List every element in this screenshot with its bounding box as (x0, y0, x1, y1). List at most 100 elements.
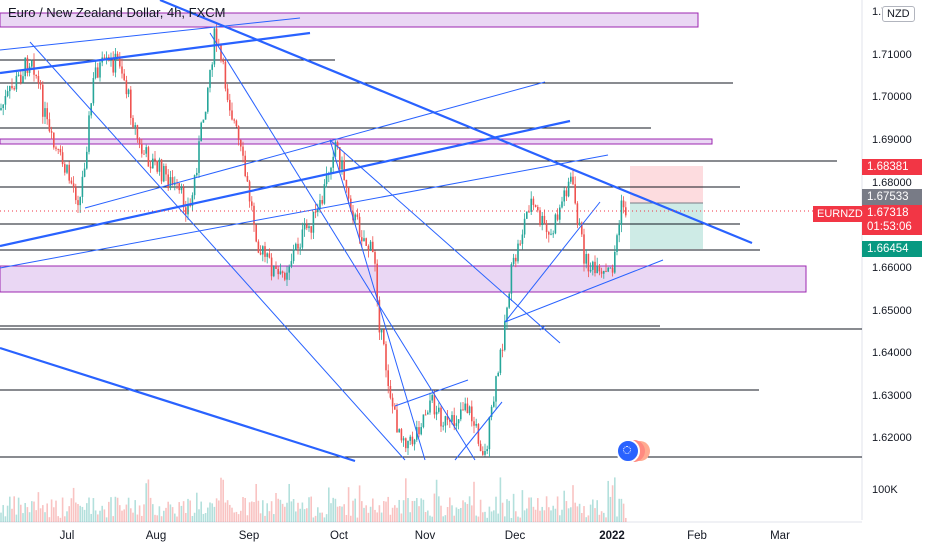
volume-bar (237, 514, 240, 522)
candle-body (330, 167, 332, 174)
trendlines[interactable] (0, 0, 753, 463)
candle-body (79, 196, 81, 206)
volume-bar (112, 516, 114, 522)
volume-bar (64, 516, 66, 522)
time-label: 2022 (599, 530, 625, 542)
volume-bar (583, 506, 585, 522)
volume-bar (389, 514, 392, 522)
volume-bar (457, 508, 460, 522)
symbol-tag: EURNZD (813, 206, 867, 222)
volume-bar (361, 501, 363, 522)
time-label: Nov (414, 530, 436, 542)
time-label: Jul (59, 530, 75, 542)
candle-body (310, 226, 312, 233)
economic-events-icon[interactable] (616, 439, 640, 463)
volume-bar (563, 490, 565, 522)
volume-bar (59, 517, 62, 522)
candle-body (578, 222, 581, 226)
candle-body (385, 344, 387, 371)
candle-body (473, 421, 475, 426)
volume-bar (341, 506, 343, 522)
volume-bar (570, 507, 572, 522)
volume-bar (413, 500, 416, 522)
volume-bar (559, 515, 561, 522)
support-zone[interactable] (0, 265, 807, 293)
volume-bar (479, 499, 482, 522)
candle-body (440, 407, 442, 427)
candle-body (222, 60, 224, 62)
candle-body (83, 168, 86, 177)
candle-body (611, 267, 614, 273)
candle-body (462, 409, 464, 411)
volume-bar (44, 512, 46, 522)
volume-bar (204, 513, 207, 522)
candle-body (438, 407, 440, 412)
candle-body (367, 245, 370, 250)
volume-bar (145, 483, 147, 522)
volume-bar (530, 497, 532, 522)
candle-body (299, 247, 301, 249)
candle-body (528, 211, 530, 213)
volume-bar (376, 512, 378, 522)
candle-body (211, 64, 213, 70)
candle-body (319, 200, 321, 209)
volume-bar (202, 513, 205, 522)
candle-body (356, 214, 359, 217)
horizontal-levels[interactable] (0, 59, 862, 458)
candle-body (9, 86, 11, 92)
current-price-tag: 1.67318 (862, 205, 922, 221)
volume-bar (121, 510, 123, 522)
candle-body (226, 88, 229, 100)
resistance-zone-mid[interactable] (0, 138, 713, 145)
volume-bar (528, 497, 530, 522)
volume-bar (72, 487, 75, 522)
candle-body (321, 200, 323, 204)
volume-bar (138, 505, 141, 522)
volume-bar (257, 500, 260, 522)
candle-body (13, 88, 15, 90)
candle-body (251, 201, 253, 206)
volume-bar (431, 516, 433, 522)
volume-bar (482, 512, 484, 522)
candle-body (563, 190, 565, 202)
candle-body (561, 201, 563, 208)
candle-body (466, 403, 469, 414)
volume-bar (79, 505, 81, 522)
volume-bar (625, 517, 627, 522)
volume-bar (391, 507, 394, 522)
candle-body (237, 126, 240, 141)
candle-body (325, 174, 328, 185)
candle-body (499, 349, 502, 373)
candle-body (380, 329, 383, 333)
resistance-zone-top[interactable] (0, 12, 699, 28)
candle-body (372, 241, 374, 253)
volume-bar (416, 498, 418, 522)
candle-body (35, 74, 37, 77)
position-stop-zone[interactable] (630, 203, 703, 249)
volume-bar (354, 498, 356, 522)
candle-body (449, 419, 451, 422)
candle-body (592, 261, 594, 270)
volume-bar (180, 505, 183, 522)
volume-bar (622, 503, 625, 522)
volume-bar (193, 512, 196, 522)
volume-bar (37, 492, 40, 522)
volume-bar (515, 511, 517, 522)
time-label: Aug (145, 530, 167, 542)
candle-body (341, 160, 343, 170)
candle-body (281, 271, 284, 274)
volume-bar (440, 505, 442, 522)
candlesticks[interactable] (0, 22, 627, 457)
candle-body (105, 57, 108, 59)
candle-body (451, 415, 453, 422)
volume-bar (147, 479, 150, 522)
currency-badge[interactable]: NZD (882, 6, 915, 22)
volume-bar (561, 509, 563, 522)
candle-body (312, 211, 315, 233)
candle-body (482, 451, 484, 455)
candle-body (495, 376, 497, 402)
price-tick: 1.71000 (872, 49, 912, 61)
volume-bar (61, 497, 64, 522)
candle-body (550, 233, 552, 235)
